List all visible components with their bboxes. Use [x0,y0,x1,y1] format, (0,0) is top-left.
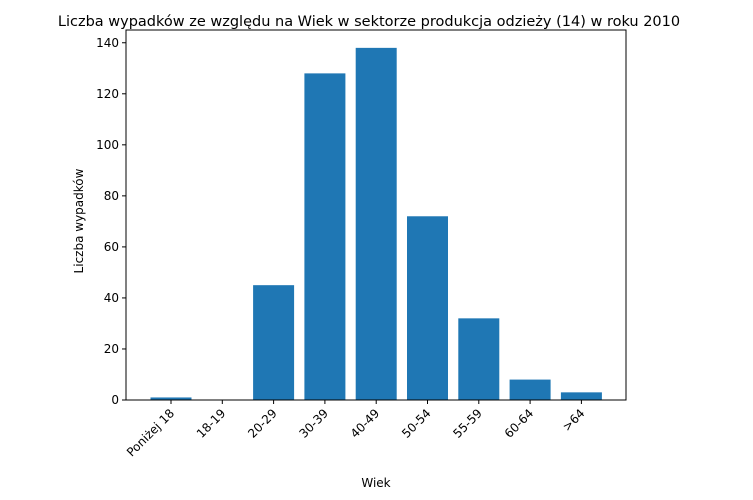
bar-6 [458,318,500,400]
y-axis: 0 20 40 60 80 100 120 140 [96,36,126,407]
bar-8 [560,392,602,400]
y-tick-label-7: 140 [96,36,119,50]
x-axis: Poniżej 18 18-19 20-29 30-39 40-49 50-54 55-59… [124,400,588,459]
bars-group [150,47,602,401]
x-tick-label-5: 50-54 [399,406,434,441]
x-tick-label-0: Poniżej 18 [124,406,177,459]
x-tick-label-6: 55-59 [450,406,485,441]
x-tick-label-3: 30-39 [296,406,331,441]
plot-frame [125,29,627,401]
chart-title: Liczba wypadków ze względu na Wiek w sek… [58,14,680,30]
y-tick-label-5: 100 [96,138,119,152]
x-axis-label: Wiek [361,476,390,490]
bar-3 [304,73,346,401]
bar-7 [509,379,551,400]
x-tick-label-4: 40-49 [348,406,383,441]
y-axis-label: Liczba wypadków [72,168,86,273]
y-tick-label-6: 120 [96,87,119,101]
x-tick-label-1: 18-19 [194,406,229,441]
bar-2 [253,285,295,400]
x-tick-label-2: 20-29 [245,406,280,441]
bar-4 [355,47,397,401]
y-tick-label-3: 60 [104,240,119,254]
x-tick-label-7: 60-64 [502,406,537,441]
x-tick-label-8: >64 [560,406,588,434]
y-tick-label-4: 80 [104,189,119,203]
bar-5 [407,216,448,400]
y-tick-label-2: 40 [104,291,119,305]
bar-0 [150,397,192,400]
y-tick-label-1: 20 [104,342,119,356]
y-tick-label-0: 0 [111,393,119,407]
